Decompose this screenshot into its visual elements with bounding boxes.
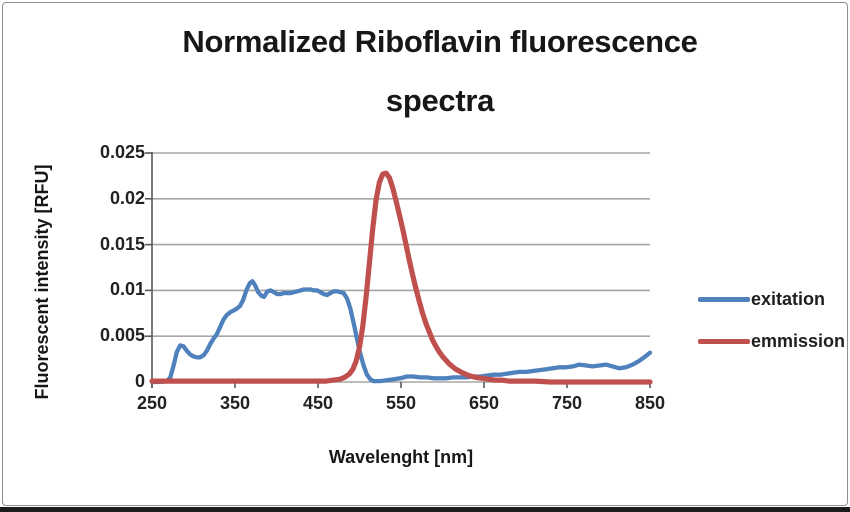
y-tick-label: 0.01 <box>109 279 145 299</box>
x-tick-label: 850 <box>634 393 666 413</box>
chart-title-line-2: spectra <box>385 83 495 118</box>
x-tick-label: 650 <box>468 393 500 413</box>
y-tick-label: 0.025 <box>99 142 145 162</box>
emission-curve <box>149 170 653 385</box>
chart-title-line-1: Normalized Riboflavin fluorescence <box>182 24 698 59</box>
excitation-line-swatch <box>698 297 750 302</box>
x-tick-label: 250 <box>136 393 168 413</box>
bottom-edge-strip <box>0 507 850 512</box>
emission-line-swatch <box>698 339 750 344</box>
x-tick-label: 350 <box>219 393 251 413</box>
x-tick-label: 550 <box>385 393 417 413</box>
x-tick-label: 750 <box>551 393 583 413</box>
y-tick-label: 0.015 <box>99 234 145 254</box>
legend-item-emission: emmission <box>698 331 845 352</box>
y-axis-title: Fluorescent intensity [RFU] <box>32 164 52 400</box>
y-tick-label: 0 <box>134 371 145 391</box>
chart-frame <box>2 2 848 506</box>
y-tick-label: 0.005 <box>99 325 145 345</box>
legend-item-excitation: exitation <box>698 289 825 310</box>
excitation-curve <box>149 279 653 385</box>
y-tick-label: 0.02 <box>109 188 145 208</box>
x-tick-label: 450 <box>302 393 334 413</box>
x-axis-title: Wavelenght [nm] <box>328 447 474 467</box>
legend-label-excitation: exitation <box>751 289 826 309</box>
legend-label-emission: emmission <box>751 331 846 351</box>
chart-title: Normalized Riboflavin fluorescence spect… <box>30 12 850 130</box>
